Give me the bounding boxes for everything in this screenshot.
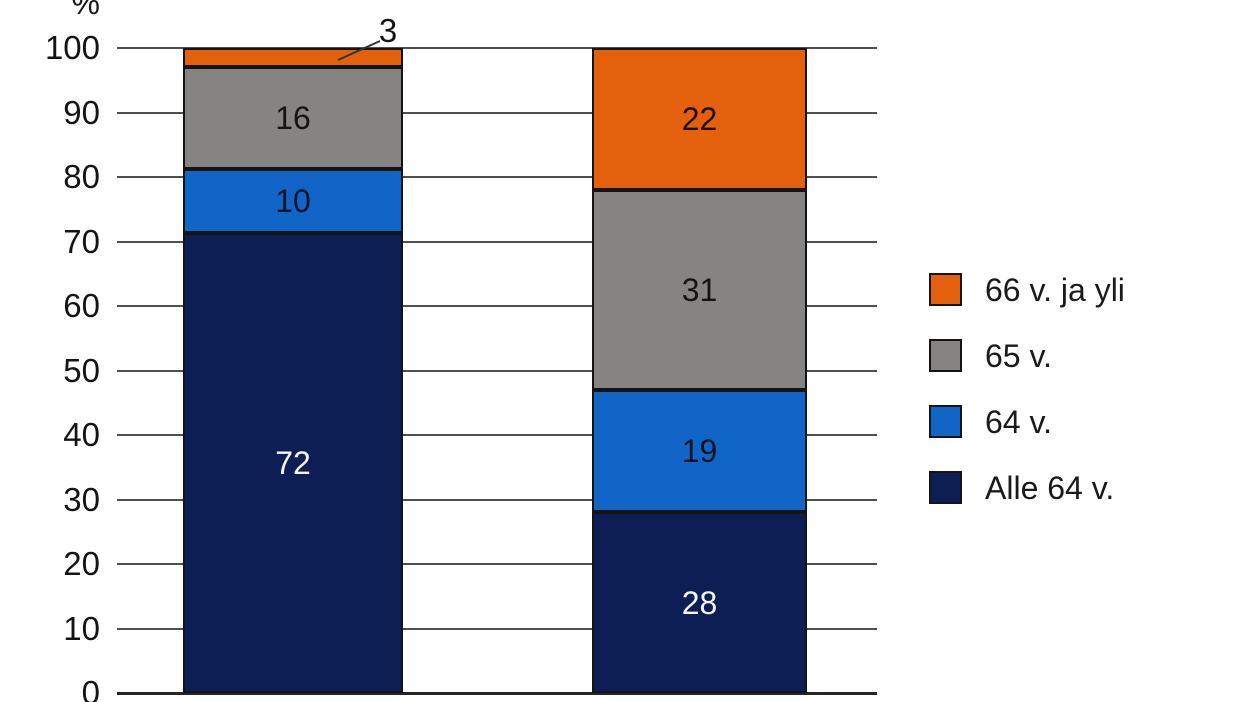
gridline: [117, 627, 877, 630]
gridline: [117, 563, 877, 565]
gridline: [117, 305, 877, 307]
gridline: [117, 369, 877, 372]
y-axis-unit-label: %: [71, 0, 100, 21]
y-axis-tick-label: 100: [44, 29, 100, 66]
legend-label: 66 v. ja yli: [985, 272, 1125, 308]
legend-swatch-64-v: [929, 405, 962, 438]
y-axis-tick-label: 60: [63, 287, 100, 324]
bar1-segment-66-v-ja-yli: [183, 48, 403, 68]
bar2-segment-65-v: [592, 189, 807, 390]
segment-value-label: 28: [681, 584, 718, 621]
legend-label: 64 v.: [985, 404, 1052, 440]
segment-value-label: 31: [681, 271, 718, 308]
y-axis-tick-label: 80: [63, 158, 100, 195]
legend-swatch-alle-64-v: [929, 471, 962, 504]
gridline: [117, 434, 877, 436]
legend-swatch-65-v: [929, 339, 962, 372]
segment-value-label: 10: [275, 183, 311, 220]
y-axis-tick-label: 30: [63, 480, 100, 518]
gridline: [117, 240, 877, 243]
legend-label: 65 v.: [985, 338, 1052, 374]
bar2-segment-64-v: [592, 389, 807, 513]
segment-value-label: 19: [681, 433, 718, 470]
y-axis-tick-label: 40: [63, 416, 100, 453]
bar1-segment-65-v: [183, 67, 403, 170]
gridline: [117, 176, 877, 178]
x-axis-line: [117, 692, 877, 695]
y-axis-tick-label: 70: [63, 222, 100, 260]
bar2-segment-66-v-ja-yli: [592, 48, 807, 190]
gridline: [117, 47, 877, 49]
y-axis-tick-label: 50: [63, 351, 100, 389]
y-axis-tick-label: 0: [81, 674, 100, 702]
segment-value-label: 16: [275, 100, 311, 137]
y-axis-tick-label: 20: [63, 545, 100, 582]
bar1-segment-64-v: [183, 169, 403, 234]
bar1-segment-alle-64-v: [183, 233, 403, 693]
legend-label: Alle 64 v.: [985, 470, 1115, 506]
segment-value-label: 22: [681, 100, 718, 137]
bar2-segment-alle-64-v: [592, 512, 807, 693]
y-axis-tick-label: 10: [63, 609, 100, 647]
segment-value-label: 72: [275, 445, 311, 482]
callout-value-label: 3: [378, 12, 398, 49]
legend-swatch-66-v-ja-yli: [929, 273, 962, 306]
gridline: [117, 111, 877, 114]
gridline: [117, 498, 877, 501]
y-axis-tick-label: 90: [63, 93, 100, 131]
